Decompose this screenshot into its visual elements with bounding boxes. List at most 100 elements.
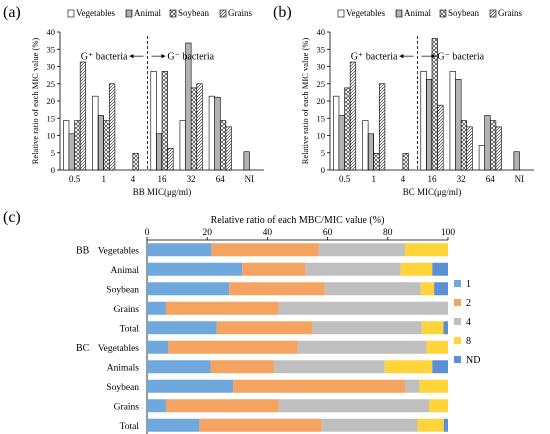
x-tick-label: 100 — [441, 228, 456, 238]
x-axis-title: BB MIC(μg/ml) — [133, 187, 192, 197]
bar-animal-16 — [426, 78, 433, 171]
y-axis-title: Relative ratio of each MIC value (%) — [30, 38, 40, 165]
bar-grains-16 — [167, 147, 174, 171]
row-label: Grains — [114, 402, 140, 412]
legend-swatch-soybean — [439, 9, 447, 18]
y-tick-label: 25 — [47, 79, 56, 89]
y-tick-label: 0 — [321, 165, 325, 175]
stacked-chart-title: Relative ratio of each MBC/MIC value (%) — [211, 215, 385, 226]
stacked-bar-4-row3 — [278, 301, 448, 315]
x-tick-label: 32 — [187, 174, 196, 184]
stacked-bar-nd-row2 — [434, 282, 448, 296]
legend-swatch-2 — [454, 299, 461, 306]
bar-vegetables-16 — [150, 71, 157, 171]
bar-vegetables-16 — [420, 71, 427, 171]
x-tick-label: 80 — [383, 228, 393, 238]
y-tick-label: 35 — [317, 44, 326, 54]
legend-swatch-grains — [489, 9, 497, 18]
annotation-g-negative: G⁻ bacteria — [167, 52, 214, 63]
bar-grains-64 — [225, 126, 232, 171]
x-tick-label: 40 — [263, 228, 273, 238]
bar-soybean-64 — [489, 120, 497, 171]
y-tick-label: 0 — [51, 165, 55, 175]
stacked-bar-nd-row4 — [443, 321, 448, 335]
stacked-bar-2-row2 — [229, 282, 325, 296]
arrow-right-head — [431, 53, 436, 59]
legend-label-1: 1 — [466, 279, 471, 290]
bar-animal-32 — [455, 78, 462, 171]
stacked-bar-1-row6 — [147, 360, 211, 374]
stacked-bar-1-row4 — [147, 321, 217, 335]
bar-soybean-32 — [460, 120, 468, 171]
legend-swatch-animal — [125, 9, 133, 18]
legend-swatch-4 — [454, 318, 461, 325]
row-label: Soybean — [106, 383, 139, 393]
legend-label-nd: ND — [466, 355, 480, 366]
bar-animal-16 — [156, 133, 163, 171]
bar-animal-1 — [367, 133, 375, 171]
bar-grains-0.5 — [349, 61, 357, 171]
bar-soybean-4 — [132, 153, 139, 171]
x-axis-title: BC MIC(μg/ml) — [403, 187, 462, 197]
stacked-bar-nd-row6 — [432, 360, 448, 374]
legend-swatch-vegetables — [67, 9, 75, 18]
x-tick-label: 64 — [216, 174, 226, 184]
stacked-bar-8-row4 — [421, 321, 444, 335]
y-tick-label: 20 — [47, 96, 56, 106]
stacked-bar-4-row4 — [312, 321, 422, 335]
bar-vegetables-1 — [362, 120, 369, 171]
annotation-g-positive: G⁺ bacteria — [351, 52, 398, 63]
y-tick-label: 30 — [47, 62, 56, 72]
stacked-bar-2-row3 — [165, 301, 279, 315]
x-tick-label: 1 — [101, 174, 106, 184]
arrow-left-head — [129, 53, 134, 59]
x-tick-label: 4 — [131, 174, 136, 184]
bar-animal-64 — [484, 115, 491, 171]
group-label-bb: BB — [76, 245, 90, 256]
stacked-bar-1-row3 — [147, 301, 166, 315]
x-tick-label: 16 — [158, 174, 168, 184]
bar-soybean-32 — [190, 87, 198, 171]
stacked-bar-4-row1 — [305, 262, 401, 276]
bar-grains-1 — [109, 83, 116, 171]
bar-grains-1 — [379, 83, 386, 171]
arrow-left-head — [399, 53, 404, 59]
mic-chart-bc: 0 5 10 15 20 25 30 35 40 0.5 1 4 16 32 64 NI G⁺ bacteria… — [300, 8, 534, 197]
bar-grains-32 — [196, 83, 203, 171]
stacked-bar-1-row1 — [147, 262, 243, 276]
stacked-bar-1-row7 — [147, 379, 234, 393]
mbc-mic-stacked-chart: Relative ratio of each MBC/MIC value (%)… — [76, 215, 480, 434]
panel-label-c: (c) — [3, 209, 21, 226]
legend-label-2: 2 — [466, 298, 471, 309]
bar-soybean-1 — [103, 120, 110, 171]
stacked-bar-8-row1 — [400, 262, 433, 276]
stacked-bar-2-row8 — [165, 399, 279, 413]
stacked-bar-4-row6 — [274, 360, 385, 374]
y-tick-label: 5 — [51, 148, 55, 158]
row-label: Vegetables — [98, 344, 139, 354]
stacked-bar-2-row9 — [199, 418, 322, 432]
legend-swatch-1 — [454, 280, 461, 287]
annotation-g-negative: G⁻ bacteria — [437, 52, 484, 63]
stacked-bar-1-row0 — [147, 243, 212, 257]
stacked-bar-1-row5 — [147, 340, 169, 354]
legend-label-8: 8 — [466, 336, 471, 347]
bar-animal-NI — [243, 151, 250, 171]
panel-label-a: (a) — [3, 4, 21, 21]
legend-label-animal: Animal — [134, 8, 161, 18]
legend-label-grains: Grains — [498, 8, 522, 18]
legend-swatch-8 — [454, 337, 461, 344]
bar-vegetables-0.5 — [333, 95, 340, 171]
annotation-g-positive: G⁺ bacteria — [81, 52, 128, 63]
stacked-bar-2-row5 — [168, 340, 298, 354]
stacked-bar-nd-row9 — [443, 418, 448, 432]
stacked-bar-4-row0 — [318, 243, 405, 257]
stacked-bar-8-row8 — [429, 399, 448, 413]
stacked-bar-2-row7 — [233, 379, 405, 393]
bar-grains-0.5 — [79, 61, 87, 171]
row-label: Vegetables — [98, 246, 139, 256]
stacked-bar-nd-row1 — [432, 262, 448, 276]
legend-label-grains: Grains — [228, 8, 252, 18]
stacked-bar-2-row4 — [216, 321, 313, 335]
stacked-bar-1-row2 — [147, 282, 230, 296]
